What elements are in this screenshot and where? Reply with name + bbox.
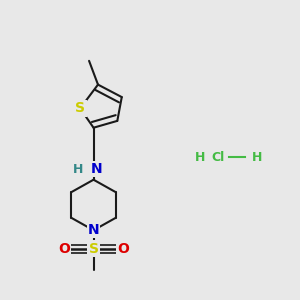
Text: H: H (252, 151, 262, 164)
Text: S: S (88, 242, 98, 256)
Text: N: N (88, 223, 99, 237)
Text: N: N (91, 162, 102, 176)
Text: H: H (73, 163, 83, 176)
Text: O: O (117, 242, 129, 256)
Text: O: O (58, 242, 70, 256)
Text: S: S (75, 101, 85, 116)
Text: H: H (195, 151, 206, 164)
Text: Cl: Cl (212, 151, 225, 164)
